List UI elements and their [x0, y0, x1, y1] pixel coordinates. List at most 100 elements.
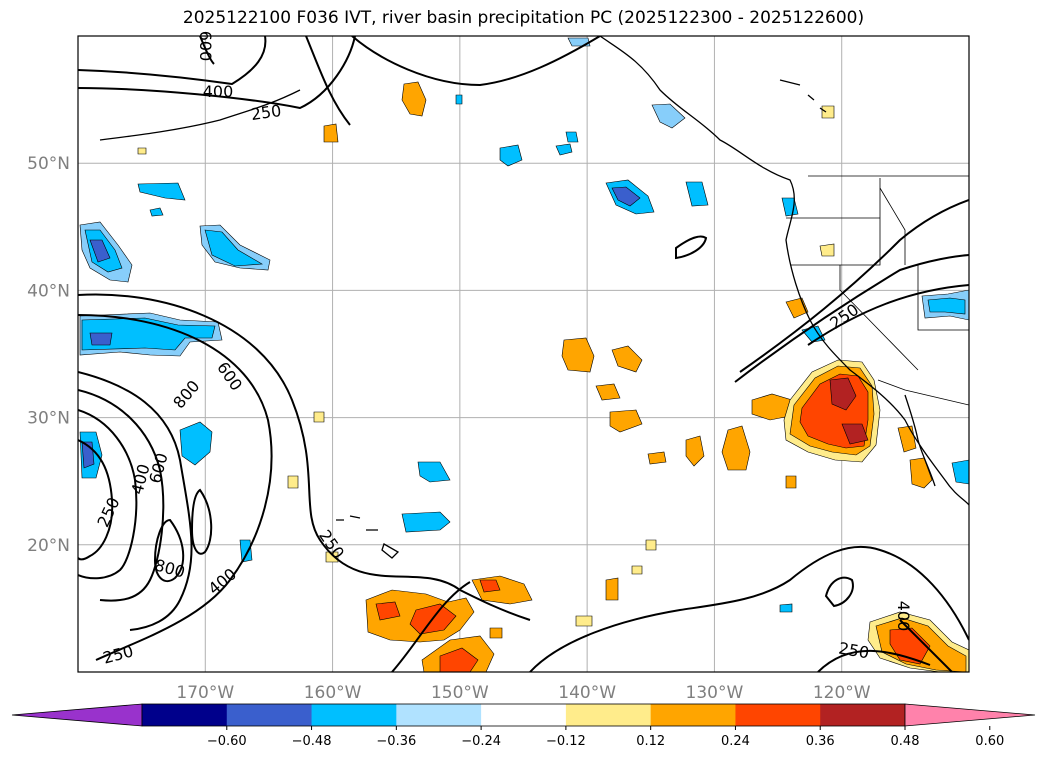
borders: [786, 175, 969, 406]
lon-tick-label: 150°W: [431, 683, 489, 703]
lon-tick-label: 170°W: [176, 683, 234, 703]
ivt-contours: [78, 36, 969, 672]
ivt-contour-se-400: [824, 576, 854, 608]
precip-blob: [555, 143, 573, 156]
colorbar-segment: [226, 704, 313, 726]
precip-blob: [499, 144, 523, 167]
colorbar-tick-label: 0.60: [975, 734, 1004, 749]
ivt-contour-se-250: [529, 545, 969, 672]
precip-blob: [605, 577, 619, 601]
precip-blob: [455, 94, 463, 105]
precip-blob: [611, 186, 641, 207]
colorbar-tick-label: 0.12: [636, 734, 665, 749]
precip-blob: [927, 297, 966, 315]
colorbar-segment: [311, 704, 397, 726]
colorbar-tick-label: −0.48: [292, 734, 332, 749]
colorbar-segment: [820, 704, 906, 726]
precip-blob: [561, 337, 595, 373]
precip-blob: [829, 377, 857, 411]
colorbar-extend-high: [904, 703, 1036, 727]
precip-blob: [239, 539, 253, 563]
colorbar-tick-label: 0.36: [806, 734, 835, 749]
precip-blob: [685, 181, 709, 207]
precip-blob: [821, 105, 835, 119]
precip-blob: [417, 461, 451, 483]
ivt-contour-north-250: [78, 36, 356, 110]
precip-blob: [565, 131, 579, 143]
coastline-baja: [904, 394, 936, 487]
precip-blob: [609, 409, 643, 433]
ivt-contour-250-low: [78, 314, 273, 661]
contour-label: 400: [894, 601, 913, 632]
colorbar-segment: [481, 704, 567, 726]
ivt-contour-400-inner: [78, 389, 165, 602]
precip-blob: [647, 451, 667, 465]
ivt-contour-blob: [675, 235, 708, 260]
border-nv-ut: [917, 265, 969, 331]
ivt-contour-ne: [305, 36, 351, 126]
ivt-contour-se-250b: [817, 649, 931, 672]
map-frame: [77, 35, 970, 673]
map-title: 2025122100 F036 IVT, river basin precipi…: [182, 8, 865, 28]
precip-blob: [204, 229, 263, 267]
precip-blob: [909, 457, 933, 489]
precip-blob: [721, 425, 751, 471]
border-or-ca: [790, 178, 881, 266]
border-id: [879, 187, 906, 265]
longitude-labels: 170°W 160°W 150°W 140°W 130°W 120°W: [176, 683, 870, 703]
precip-blob: [651, 103, 686, 129]
precip-blob: [611, 345, 643, 373]
precip-blob: [785, 475, 797, 489]
precip-blob: [313, 411, 325, 423]
map-background: [78, 36, 969, 672]
precip-blob: [439, 647, 479, 672]
ivt-contour-south: [391, 581, 471, 672]
colorbar-segment: [650, 704, 736, 726]
contour-label: 250: [250, 101, 283, 124]
ivt-contour-ar-3: [807, 284, 969, 346]
colorbar-tick-label: −0.60: [207, 734, 247, 749]
precip-blob: [575, 615, 593, 627]
lon-tick-label: 140°W: [558, 683, 616, 703]
contour-label: 600: [196, 31, 215, 62]
precip-blob: [779, 603, 793, 613]
coastlines: [99, 36, 969, 559]
ivt-contour-ne2: [351, 36, 601, 87]
precip-blob: [489, 627, 503, 639]
gridlines: [78, 36, 969, 672]
precip-blob: [137, 147, 147, 155]
ivt-contour-800-b: [153, 518, 185, 583]
coastline-north-america: [599, 36, 969, 506]
border-us-mexico: [877, 379, 969, 406]
precip-blob: [951, 459, 969, 485]
lat-tick-label: 40°N: [27, 281, 70, 301]
precip-blob: [149, 207, 164, 217]
precip-blob: [89, 332, 113, 346]
contour-label: 400: [203, 82, 234, 101]
latitude-labels: 20°N 30°N 40°N 50°N: [27, 154, 70, 556]
coastline-islands: [779, 79, 827, 113]
colorbar-segment: [565, 704, 652, 726]
precip-blob: [401, 511, 451, 533]
colorbar-tick-label: 0.48: [891, 734, 920, 749]
lat-tick-label: 20°N: [27, 536, 70, 556]
precip-blob: [631, 565, 643, 575]
precip-blob: [81, 317, 216, 351]
precip-blob: [401, 81, 427, 117]
precip-blob: [89, 239, 111, 263]
ivt-contour-400: [78, 371, 193, 631]
precip-blob: [179, 421, 213, 466]
precip-shading: [79, 37, 969, 672]
lon-tick-label: 120°W: [813, 683, 871, 703]
colorbar-tick-label: −0.24: [461, 734, 501, 749]
coastline-alaska: [99, 89, 301, 141]
precip-blob: [595, 383, 621, 401]
precip-blob: [325, 551, 339, 563]
colorbar-extend-low: [11, 703, 143, 727]
ivt-contour-north-400: [78, 36, 267, 86]
hawaii-islands: [336, 515, 400, 559]
colorbar-segment: [735, 704, 821, 726]
ivt-contour-se-400b: [899, 619, 953, 672]
ivt-contour-north-600: [199, 36, 215, 65]
